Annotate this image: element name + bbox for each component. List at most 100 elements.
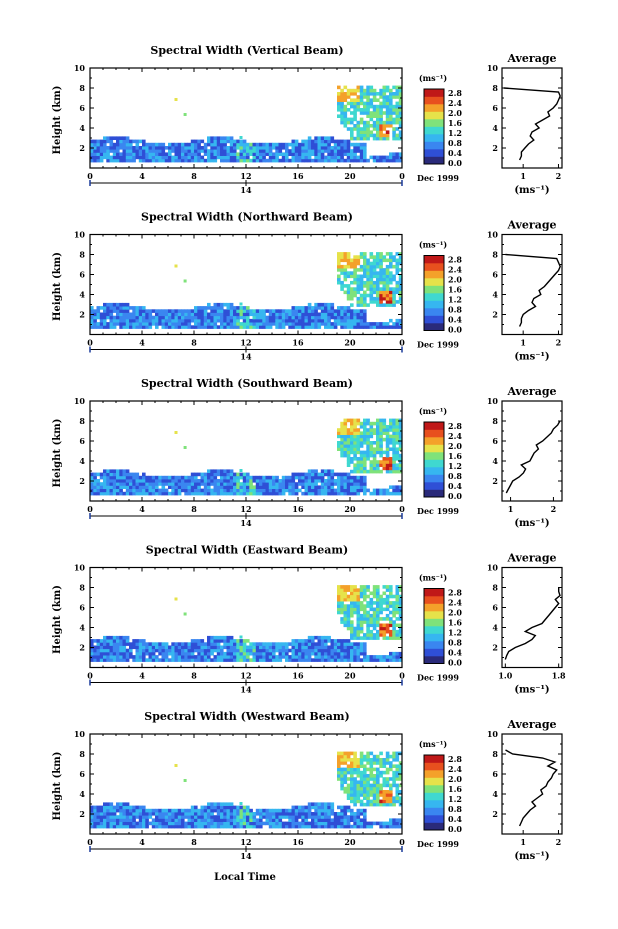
heatmap-cell [109,315,114,320]
heatmap-cell [359,648,364,653]
heatmap-cell [340,607,344,612]
heatmap-cell [148,485,153,489]
colorbar-tick-label: 1.6 [448,451,462,461]
heatmap-cell [369,124,374,128]
heatmap-cell [177,824,182,829]
heatmap-cell [363,620,367,624]
heatmap-cell [307,312,312,317]
heatmap-cell [281,158,286,163]
heatmap-cell [307,491,312,496]
heatmap-cell [359,130,364,134]
heatmap-cell [200,479,205,483]
heatmap-cell [385,114,390,118]
heatmap-cell [246,155,250,160]
heatmap-cell [327,815,331,819]
heatmap-cell [359,764,364,768]
heatmap-cell [203,146,208,150]
heatmap-cell [236,488,240,493]
heatmap-cell [138,306,143,310]
heatmap-cell [382,325,387,329]
heatmap-cell [379,418,383,423]
heatmap-cell [392,754,396,759]
heatmap-cell [346,312,351,317]
heatmap-cell [343,780,348,784]
heatmap-cell [281,312,286,317]
heatmap-cell [398,124,403,128]
heatmap-cell [350,418,354,423]
heatmap-cell [350,261,354,266]
heatmap-cell [346,658,351,662]
heatmap-cell [372,268,377,272]
heatmap-cell [174,821,179,826]
heatmap-cell [109,824,114,829]
heatmap-cell [242,152,247,156]
y-tick-label: 4 [79,290,85,300]
heatmap-cell [187,146,192,150]
heatmap-cell [252,824,257,829]
heatmap-cell [90,824,94,829]
heatmap-cell [363,268,367,272]
heatmap-cell [216,815,221,819]
heatmap-cell [346,139,351,144]
heatmap-cell [392,155,396,160]
heatmap-cell [363,136,367,141]
heatmap-cell [382,120,387,125]
heatmap-cell [350,783,354,788]
heatmap-cell [366,761,370,765]
heatmap-cell [395,607,400,612]
average-frame [501,233,563,336]
heatmap-cell [249,808,253,813]
heatmap-cell [229,306,234,310]
heatmap-cell [187,488,192,493]
heatmap-cell [359,274,364,279]
heatmap-cell [343,117,348,122]
heatmap-cell [190,645,195,650]
heatmap-cell [138,642,143,646]
heatmap-cell [171,155,175,160]
heatmap-cell [350,651,354,656]
heatmap-cell [363,488,367,493]
heatmap-cell [376,437,380,442]
heatmap-cell [340,655,344,659]
heatmap-cell [158,479,162,483]
heatmap-cell [372,758,377,762]
heatmap-cell [249,309,253,313]
heatmap-cell [395,623,400,628]
heatmap-cell [353,485,357,489]
heatmap-cell [389,754,393,759]
heatmap-cell [255,146,260,150]
heatmap-cell [330,315,335,320]
heatmap-cell [337,604,341,608]
heatmap-cell [210,142,214,147]
heatmap-cell [382,437,387,442]
heatmap-cell [301,149,305,153]
heatmap-cell [184,808,188,813]
x-tick-label: 12 [240,504,251,514]
heatmap-cell [168,658,172,662]
heatmap-cell [220,815,224,819]
heatmap-cell [392,466,396,471]
heatmap-cell [129,815,133,819]
heatmap-cell [382,431,387,435]
heatmap-cell [363,280,367,285]
heatmap-cell [119,322,123,326]
heatmap-cell [145,818,149,822]
heatmap-cell [385,434,390,439]
heatmap-cell [346,588,351,592]
heatmap-cell [356,824,361,829]
heatmap-cell [340,425,344,429]
heatmap-cell [285,475,289,480]
heatmap-cell [181,158,185,163]
heatmap-cell [116,312,120,317]
heatmap-cell [343,322,348,326]
heatmap-cell [395,777,400,781]
heatmap-cell [379,293,383,298]
heatmap-cell [356,120,361,125]
heatmap-cell [233,322,237,326]
heatmap-cell [379,155,383,160]
heatmap-cell [109,805,114,810]
y-tick-label: 8 [79,583,85,593]
heatmap-cell [346,805,351,810]
heatmap-cell [177,322,182,326]
heatmap-cell [350,296,354,301]
